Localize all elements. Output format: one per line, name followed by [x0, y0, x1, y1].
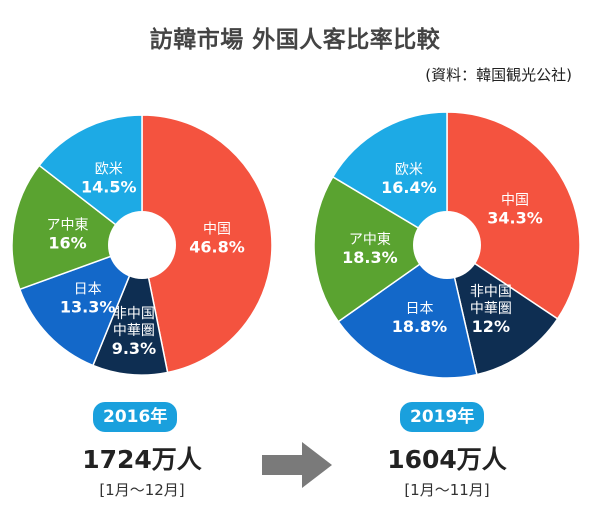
slice-name-0-3: ア中東 [47, 217, 89, 233]
slice-value-0-2: 13.3% [60, 297, 116, 316]
slice-value-1-4: 16.4% [381, 178, 437, 197]
slice-name-0-0: 中国 [203, 222, 231, 238]
donut-hole-1 [413, 211, 481, 279]
slice-value-1-0: 34.3% [487, 209, 543, 228]
source-note: (資料：韓国観光公社) [425, 66, 572, 84]
slice-name-1-2: 日本 [405, 301, 433, 317]
pie-slice-0-4 [38, 114, 143, 247]
total-visitors-2019: 1604万人 [387, 445, 507, 474]
slice-name-1-3: ア中東 [349, 232, 391, 248]
slice-value-0-4: 14.5% [81, 177, 137, 196]
slice-value-1-1: 12% [472, 317, 510, 336]
slice-value-0-3: 16% [48, 233, 86, 252]
period-2019: [1月～11月] [404, 481, 490, 499]
slice-name-1-0: 中国 [501, 193, 529, 209]
slice-name-1-4: 欧米 [395, 162, 423, 178]
pie-slice-1-3 [313, 175, 449, 323]
year-badge-2016: 2016年 [93, 402, 178, 432]
slice-name-0-4: 欧米 [95, 161, 123, 177]
pie-slice-0-0 [141, 114, 273, 374]
right-arrow-icon [262, 442, 332, 488]
year-badge-2019: 2019年 [400, 402, 485, 432]
slice-value-1-3: 18.3% [342, 248, 398, 267]
pie-slice-0-1 [91, 242, 169, 376]
donut-hole-0 [108, 211, 176, 279]
pie-slice-0-3 [11, 164, 144, 291]
slice-name-0-1: 中華圏 [113, 323, 155, 339]
slice-name-1-1: 非中国 [470, 284, 512, 300]
period-2016: [1月～12月] [99, 481, 185, 499]
slice-value-0-1: 9.3% [112, 339, 156, 358]
slice-name-1-1: 中華圏 [470, 301, 512, 317]
slice-name-0-2: 日本 [74, 281, 102, 297]
pie-slice-1-4 [331, 111, 448, 247]
pie-slice-1-1 [445, 243, 559, 376]
slice-value-1-2: 18.8% [392, 317, 448, 336]
pie-slice-0-2 [18, 243, 144, 367]
slice-value-0-0: 46.8% [189, 238, 245, 257]
slice-name-0-1: 非中国 [113, 306, 155, 322]
chart-title: 訪韓市場 外国人客比率比較 [149, 27, 441, 53]
total-visitors-2016: 1724万人 [82, 445, 202, 474]
